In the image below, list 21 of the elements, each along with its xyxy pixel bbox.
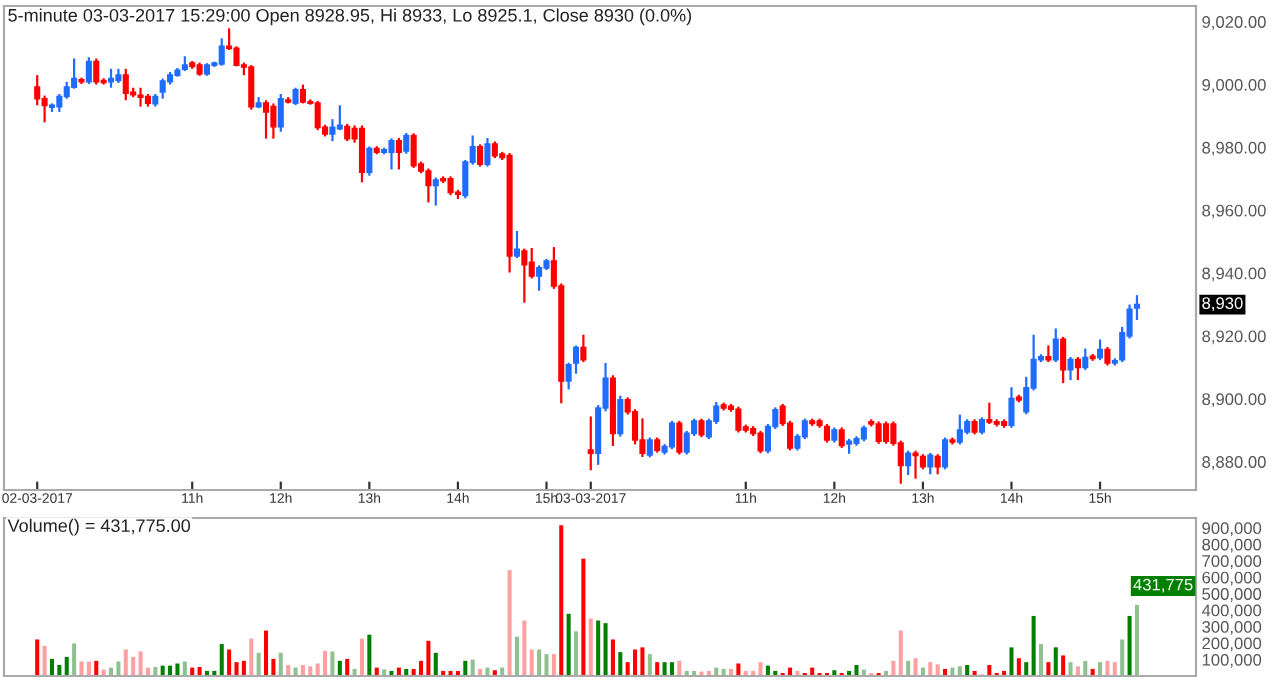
text: 8,930 bbox=[1202, 297, 1243, 312]
y-tick-label: 8,960.00 bbox=[1202, 204, 1266, 219]
chart-title: Volume() = 431,775.00 bbox=[7, 518, 191, 536]
y-tick-label: 8,880.00 bbox=[1202, 456, 1266, 470]
y-tick-label: 600,000 bbox=[1202, 571, 1262, 586]
y-tick-label: 9,000.00 bbox=[1202, 78, 1266, 93]
y-tick-label: 700,000 bbox=[1202, 555, 1262, 569]
y-tick-label: 8,940.00 bbox=[1202, 267, 1266, 282]
y-tick-label: 8,920.00 bbox=[1202, 330, 1266, 345]
y-tick-label: 200,000 bbox=[1202, 637, 1262, 652]
y-tick-label: 400,000 bbox=[1201, 604, 1262, 619]
y-tick-label: 900,000 bbox=[1202, 522, 1262, 537]
y-tick-label: 8,900.00 bbox=[1202, 393, 1266, 408]
chart-title: 5-minute 03-03-2017 15:29:00 Open 8928.95, Hi 8933, Lo 8925.1, Close 8930 (0.0%) bbox=[8, 8, 692, 26]
y-tick-label: 100,000 bbox=[1202, 653, 1262, 668]
y-tick-label: 9,020.00 bbox=[1202, 16, 1266, 30]
annotation: 431,775 bbox=[1133, 578, 1193, 593]
y-tick-label: 8,980.00 bbox=[1202, 141, 1266, 156]
y-tick-label: 500,000 bbox=[1202, 588, 1262, 602]
y-tick-label: 300,000 bbox=[1202, 621, 1262, 635]
y-tick-label: 800,000 bbox=[1202, 538, 1262, 553]
